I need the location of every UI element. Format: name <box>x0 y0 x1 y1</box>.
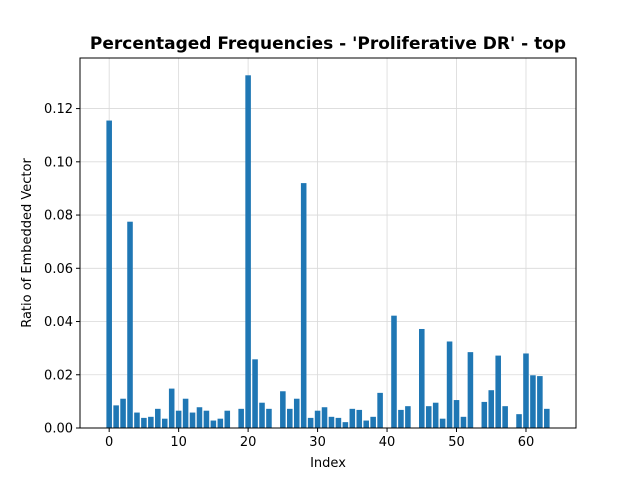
bar-3 <box>127 221 133 428</box>
bar-27 <box>293 398 300 428</box>
bar-56 <box>495 355 501 428</box>
bar-32 <box>328 416 335 428</box>
bar-1 <box>113 405 119 428</box>
bar-63 <box>544 408 550 428</box>
bar-37 <box>363 420 369 428</box>
y-axis-label: Ratio of Embedded Vector <box>20 158 35 328</box>
y-tick-label: 0.08 <box>44 209 73 224</box>
bar-35 <box>349 408 356 428</box>
bar-36 <box>356 409 363 428</box>
y-tick-label: 0.02 <box>44 368 73 383</box>
x-tick-label: 40 <box>379 435 396 450</box>
bar-25 <box>280 391 286 428</box>
bar-15 <box>210 420 217 428</box>
bar-0 <box>106 120 112 428</box>
bar-30 <box>314 410 321 428</box>
bar-43 <box>405 406 411 428</box>
x-tick-label: 0 <box>105 435 113 450</box>
bar-42 <box>398 409 404 428</box>
x-tick-label: 20 <box>240 435 257 450</box>
bar-62 <box>537 376 543 428</box>
y-tick-label: 0.04 <box>44 315 73 330</box>
bar-10 <box>175 410 182 428</box>
bar-49 <box>446 341 453 428</box>
bar-23 <box>266 408 272 428</box>
bar-51 <box>460 416 467 428</box>
axis-ticks: 0 10 20 30 40 50 60 0.00 0.02 0.04 0.06 0.08 0.10 0.1… <box>44 102 534 450</box>
bar-31 <box>321 407 328 428</box>
bar-38 <box>370 416 376 428</box>
bar-11 <box>182 398 189 428</box>
bar-60 <box>523 353 529 428</box>
bar-9 <box>168 388 175 428</box>
gridlines <box>80 58 576 429</box>
bar-12 <box>189 412 196 428</box>
plot-frame <box>79 57 577 429</box>
x-tick-label: 10 <box>170 435 187 450</box>
bar-61 <box>530 375 536 428</box>
bar-55 <box>488 390 495 428</box>
x-tick-label: 60 <box>518 435 535 450</box>
y-tick-label: 0.06 <box>44 262 73 277</box>
bar-28 <box>300 183 307 428</box>
bar-7 <box>155 408 161 428</box>
bar-54 <box>481 401 488 428</box>
bar-57 <box>502 406 508 428</box>
bar-39 <box>377 392 383 428</box>
bar-6 <box>148 416 154 428</box>
y-tick-label: 0.12 <box>44 102 73 117</box>
bar-50 <box>453 400 460 428</box>
bar-22 <box>259 402 265 428</box>
chart-title: Percentaged Frequencies - 'Proliferative… <box>90 34 566 54</box>
bar-26 <box>287 408 293 428</box>
bar-21 <box>252 359 258 428</box>
y-tick-label: 0.10 <box>44 155 73 170</box>
bar-34 <box>342 422 349 428</box>
bar-4 <box>134 412 140 428</box>
bar-45 <box>419 328 425 428</box>
bar-33 <box>335 417 342 428</box>
bar-48 <box>439 418 446 428</box>
bar-17 <box>224 410 231 428</box>
bar-14 <box>203 410 210 428</box>
bar-5 <box>141 417 147 428</box>
x-axis-label: Index <box>310 456 346 471</box>
bar-47 <box>432 402 439 428</box>
x-tick-label: 30 <box>309 435 326 450</box>
bar-13 <box>196 407 203 428</box>
bar-19 <box>238 408 244 428</box>
bar-52 <box>467 352 474 428</box>
bar-29 <box>307 417 314 428</box>
bar-59 <box>516 414 522 428</box>
bar-2 <box>120 398 126 428</box>
bar-46 <box>425 406 432 428</box>
y-tick-label: 0.00 <box>44 422 73 437</box>
bar-20 <box>245 75 251 428</box>
x-tick-label: 50 <box>448 435 465 450</box>
bar-41 <box>391 315 397 428</box>
bar-8 <box>161 418 168 428</box>
bar-16 <box>217 418 224 428</box>
bars <box>106 75 550 428</box>
